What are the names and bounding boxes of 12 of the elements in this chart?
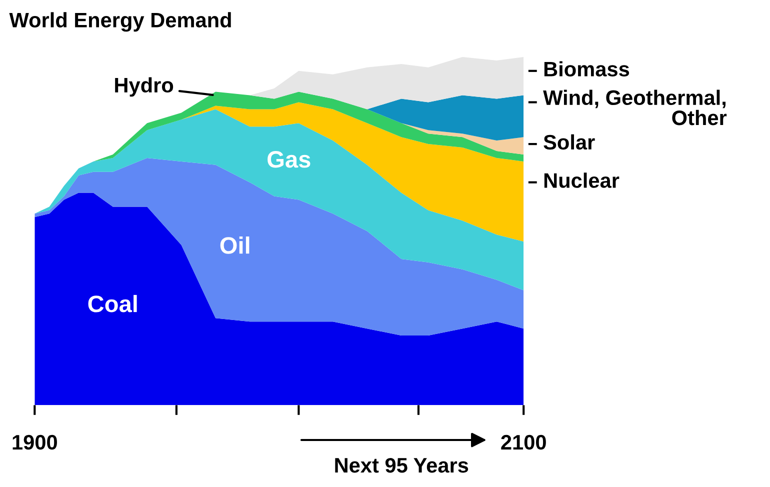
series-label: Nuclear (544, 172, 620, 188)
x-tick-label: 2100 (501, 434, 546, 450)
series-label: Oil (220, 236, 250, 254)
series-label: Wind, Geothermal, Other (543, 90, 727, 126)
series-label: Biomass (544, 61, 630, 76)
text: Next 95 Years (335, 458, 468, 473)
series-label: Gas (268, 151, 310, 168)
series-label: Coal (88, 294, 137, 312)
x-tick-label: 1900 (12, 434, 57, 450)
chart-title: World Energy Demand (9, 12, 231, 32)
series-label: Hydro (115, 77, 174, 97)
series-label: Solar (544, 134, 595, 150)
